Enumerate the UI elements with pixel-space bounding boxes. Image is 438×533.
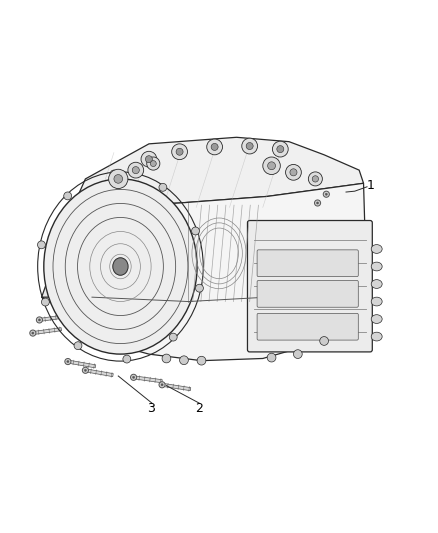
Ellipse shape [371, 332, 382, 341]
Circle shape [74, 342, 82, 350]
FancyBboxPatch shape [247, 221, 372, 352]
Circle shape [141, 151, 157, 167]
Circle shape [320, 336, 328, 345]
FancyBboxPatch shape [257, 313, 358, 340]
Circle shape [145, 156, 152, 163]
Circle shape [312, 176, 318, 182]
Circle shape [159, 183, 167, 191]
Circle shape [110, 170, 118, 178]
Circle shape [191, 227, 199, 235]
Ellipse shape [371, 280, 382, 288]
Circle shape [161, 384, 163, 386]
Circle shape [65, 359, 71, 365]
Circle shape [159, 382, 165, 388]
Circle shape [32, 332, 34, 334]
Circle shape [277, 146, 284, 152]
Circle shape [290, 169, 297, 176]
Circle shape [272, 141, 288, 157]
Ellipse shape [371, 262, 382, 271]
Polygon shape [42, 183, 368, 361]
Circle shape [246, 142, 253, 150]
Ellipse shape [371, 314, 382, 324]
FancyBboxPatch shape [257, 280, 358, 307]
Ellipse shape [113, 258, 128, 275]
Circle shape [114, 175, 123, 183]
Circle shape [268, 162, 276, 169]
Circle shape [267, 353, 276, 362]
Polygon shape [134, 376, 162, 383]
Circle shape [150, 160, 156, 166]
Circle shape [82, 367, 88, 374]
Polygon shape [162, 383, 191, 391]
Circle shape [317, 202, 318, 204]
Circle shape [314, 200, 321, 206]
Circle shape [147, 157, 160, 170]
Ellipse shape [44, 179, 197, 354]
Circle shape [211, 143, 218, 150]
Circle shape [109, 169, 128, 189]
Circle shape [323, 191, 329, 197]
Polygon shape [42, 199, 96, 319]
Circle shape [169, 333, 177, 341]
Circle shape [263, 157, 280, 174]
Polygon shape [318, 198, 341, 205]
Circle shape [36, 317, 42, 323]
Circle shape [325, 193, 327, 195]
Circle shape [162, 354, 171, 363]
Text: 3: 3 [147, 402, 155, 415]
Circle shape [123, 355, 131, 363]
Polygon shape [33, 328, 61, 335]
Circle shape [85, 369, 86, 372]
Text: 1: 1 [366, 179, 374, 192]
Circle shape [286, 165, 301, 180]
Circle shape [128, 162, 144, 178]
Text: 2: 2 [195, 402, 203, 415]
Circle shape [180, 356, 188, 365]
Polygon shape [77, 138, 364, 207]
Circle shape [30, 330, 36, 336]
Circle shape [242, 138, 258, 154]
Circle shape [131, 374, 137, 381]
Polygon shape [326, 190, 350, 196]
Circle shape [42, 298, 49, 306]
Polygon shape [39, 314, 68, 321]
Circle shape [195, 284, 203, 292]
Polygon shape [67, 360, 96, 368]
Circle shape [207, 139, 223, 155]
Circle shape [67, 360, 69, 362]
Ellipse shape [371, 297, 382, 306]
Circle shape [64, 192, 72, 200]
Circle shape [176, 148, 183, 155]
Circle shape [38, 241, 46, 249]
Circle shape [308, 172, 322, 186]
Circle shape [172, 144, 187, 159]
Circle shape [197, 356, 206, 365]
Polygon shape [85, 369, 113, 377]
FancyBboxPatch shape [257, 250, 358, 277]
Circle shape [293, 350, 302, 359]
Ellipse shape [371, 245, 382, 253]
Circle shape [39, 319, 40, 321]
Circle shape [133, 376, 134, 378]
Circle shape [132, 167, 139, 174]
